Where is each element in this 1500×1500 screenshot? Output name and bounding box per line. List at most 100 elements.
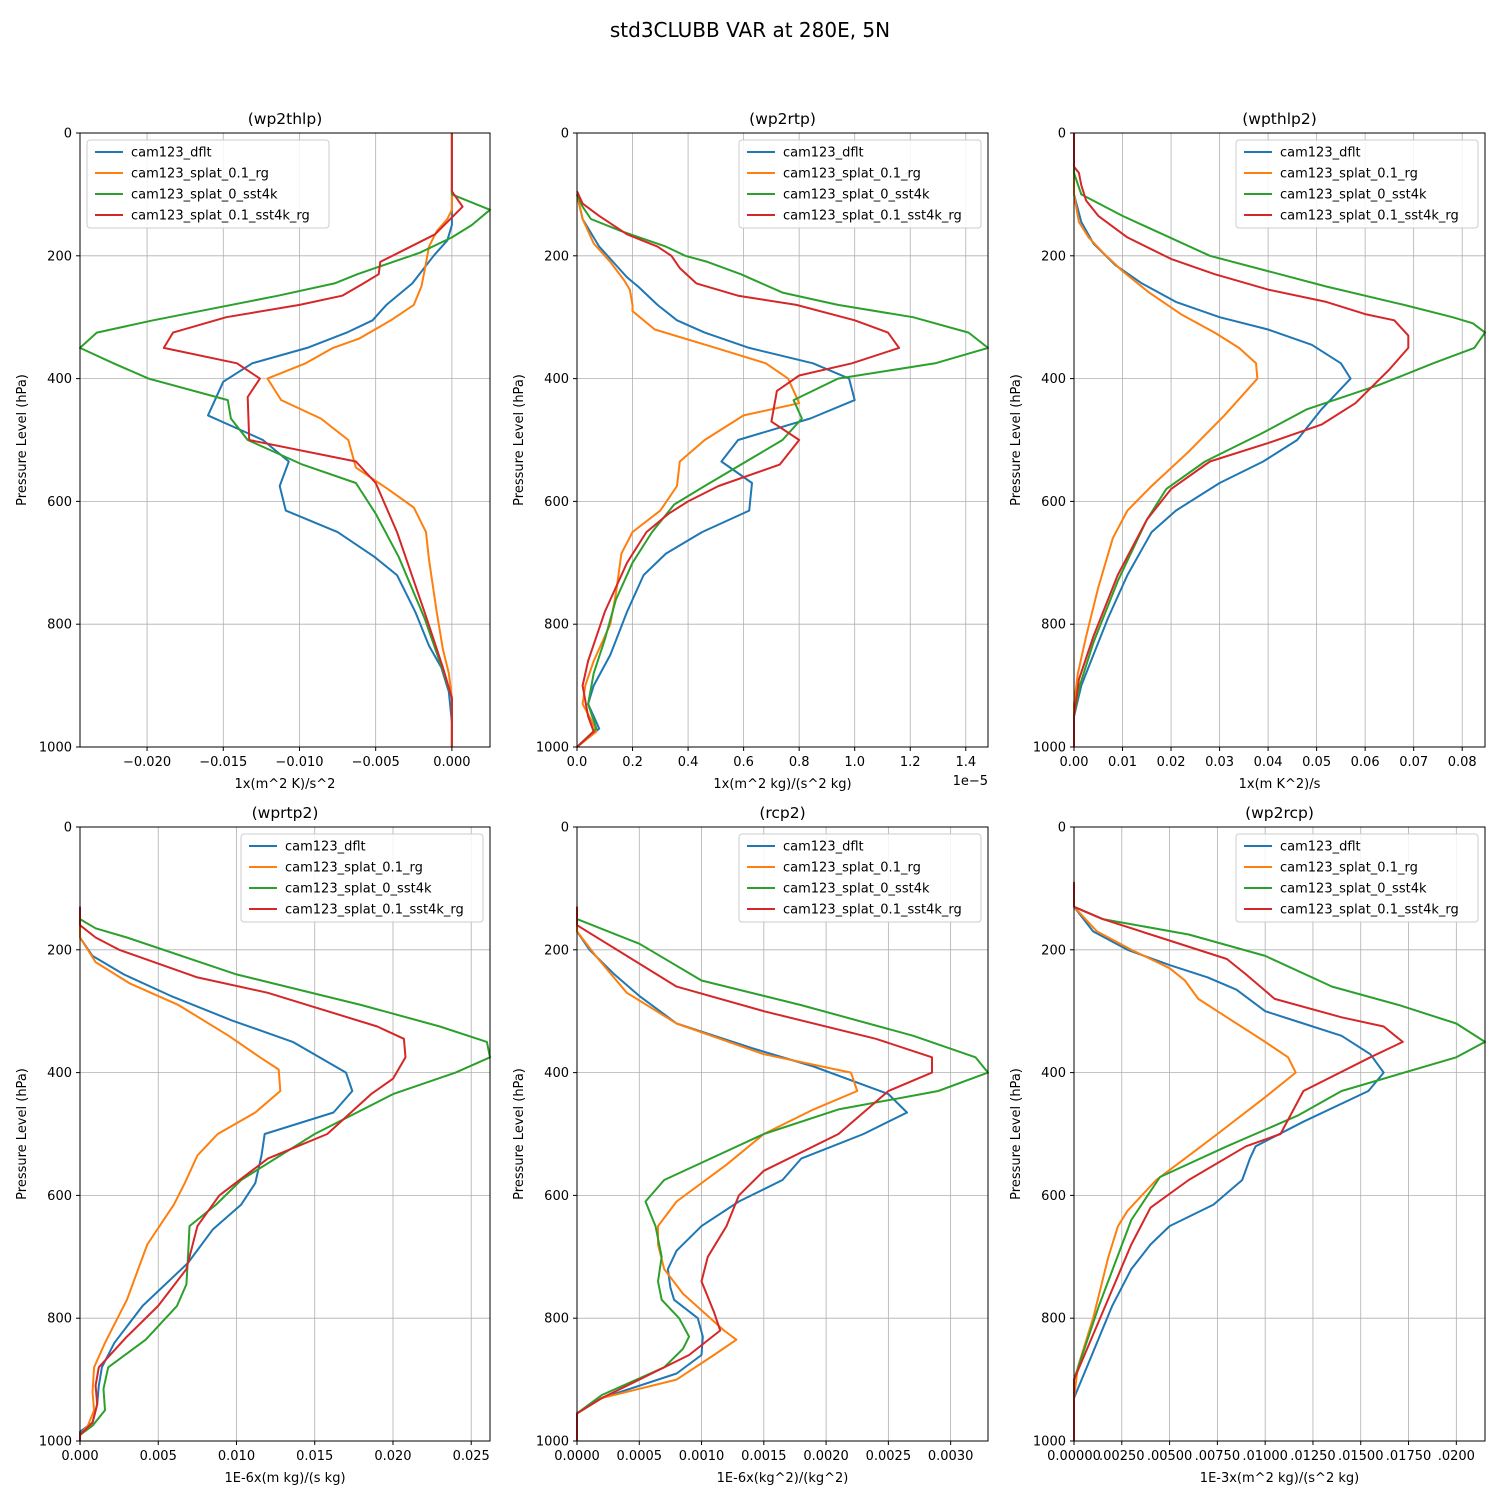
x-tick-label: 0.000 bbox=[61, 1449, 98, 1464]
y-tick-label: 200 bbox=[47, 943, 72, 958]
x-tick-label: 0.02 bbox=[1157, 755, 1186, 770]
x-tick-label: 0.0020 bbox=[803, 1449, 849, 1464]
plot-title: (wpthlp2) bbox=[1242, 110, 1317, 128]
y-axis-label: Pressure Level (hPa) bbox=[1009, 374, 1024, 506]
legend-box bbox=[738, 833, 982, 923]
series-line-cam123_splat_0-1_rg bbox=[266, 133, 453, 747]
y-tick-label: 1000 bbox=[1033, 741, 1066, 756]
y-tick-label: 800 bbox=[544, 618, 569, 633]
legend-label: cam123_splat_0_sst4k bbox=[285, 882, 432, 897]
y-tick-label: 1000 bbox=[1033, 1435, 1066, 1450]
y-tick-label: 400 bbox=[544, 372, 569, 387]
x-tick-label: 0.000 bbox=[433, 755, 470, 770]
legend-label: cam123_splat_0.1_sst4k_rg bbox=[783, 903, 962, 918]
y-tick-label: 400 bbox=[1041, 1066, 1066, 1081]
legend-label: cam123_dflt bbox=[783, 840, 864, 855]
x-tick-label: 0.04 bbox=[1254, 755, 1283, 770]
x-tick-label: −0.010 bbox=[275, 755, 323, 770]
x-tick-label: 0.01 bbox=[1108, 755, 1137, 770]
series-line-cam123_dflt bbox=[79, 906, 354, 1441]
y-tick-label: 200 bbox=[1041, 943, 1066, 958]
series-line-cam123_splat_0-1_sst4k_rg bbox=[1073, 133, 1410, 747]
plot-title: (wp2rcp) bbox=[1245, 804, 1314, 822]
y-tick-label: 200 bbox=[544, 249, 569, 264]
legend-label: cam123_dflt bbox=[285, 840, 366, 855]
series-line-cam123_splat_0-1_rg bbox=[1073, 882, 1297, 1441]
legend-box bbox=[1235, 833, 1479, 923]
legend-label: cam123_splat_0.1_rg bbox=[783, 167, 921, 182]
x-tick-label: 0.010 bbox=[218, 1449, 255, 1464]
x-tick-label: 0.00000 bbox=[1047, 1449, 1101, 1464]
series-line-cam123_dflt bbox=[576, 906, 908, 1441]
y-tick-label: 600 bbox=[544, 1189, 569, 1204]
y-tick-label: 800 bbox=[47, 618, 72, 633]
legend-label: cam123_splat_0.1_sst4k_rg bbox=[1280, 903, 1459, 918]
axes-frame bbox=[576, 826, 989, 1442]
x-offset-text: 1e−5 bbox=[953, 774, 988, 789]
series-line-cam123_splat_0_sst4k bbox=[576, 193, 989, 748]
x-tick-label: −0.015 bbox=[199, 755, 247, 770]
legend-label: cam123_splat_0.1_rg bbox=[285, 861, 423, 876]
page-title: std3CLUBB VAR at 280E, 5N bbox=[610, 18, 890, 42]
x-axis-label: 1x(m^2 K)/s^2 bbox=[235, 777, 336, 792]
x-tick-label: .01750 bbox=[1386, 1449, 1432, 1464]
plot-title: (wprtp2) bbox=[252, 804, 319, 822]
legend-label: cam123_splat_0.1_sst4k_rg bbox=[1280, 209, 1459, 224]
series-line-cam123_dflt bbox=[1073, 882, 1385, 1441]
x-tick-label: 0.0 bbox=[567, 755, 588, 770]
y-tick-label: 200 bbox=[544, 943, 569, 958]
y-tick-label: 600 bbox=[1041, 495, 1066, 510]
series-line-cam123_dflt bbox=[576, 194, 856, 748]
legend-label: cam123_splat_0_sst4k bbox=[783, 882, 930, 897]
x-axis-label: 1E-6x(kg^2)/(kg^2) bbox=[717, 1471, 849, 1486]
y-tick-label: 1000 bbox=[39, 741, 72, 756]
series-line-cam123_splat_0-1_sst4k_rg bbox=[1073, 882, 1404, 1441]
series-line-cam123_splat_0-1_rg bbox=[576, 906, 859, 1441]
x-tick-label: 0.8 bbox=[789, 755, 810, 770]
x-tick-label: 0.020 bbox=[374, 1449, 411, 1464]
legend-label: cam123_splat_0_sst4k bbox=[1280, 188, 1427, 203]
x-tick-label: 0.6 bbox=[733, 755, 754, 770]
legend-label: cam123_splat_0.1_sst4k_rg bbox=[783, 209, 962, 224]
x-axis-label: 1E-3x(m^2 kg)/(s^2 kg) bbox=[1200, 1471, 1359, 1486]
legend-label: cam123_splat_0_sst4k bbox=[783, 188, 930, 203]
x-tick-label: 0.03 bbox=[1205, 755, 1234, 770]
legend-label: cam123_splat_0.1_rg bbox=[1280, 861, 1418, 876]
y-tick-label: 0 bbox=[1058, 127, 1066, 142]
plot-title: (wp2thlp) bbox=[248, 110, 323, 128]
series-line-cam123_splat_0-1_rg bbox=[1073, 133, 1259, 747]
series-line-cam123_splat_0-1_sst4k_rg bbox=[576, 190, 901, 748]
x-tick-label: 0.05 bbox=[1302, 755, 1331, 770]
axes-frame bbox=[79, 826, 491, 1442]
x-tick-label: 0.015 bbox=[296, 1449, 333, 1464]
axes-frame bbox=[576, 132, 989, 748]
x-tick-label: 0.0005 bbox=[617, 1449, 663, 1464]
legend-label: cam123_splat_0.1_sst4k_rg bbox=[285, 903, 464, 918]
x-tick-label: 1.2 bbox=[900, 755, 921, 770]
x-tick-label: 0.2 bbox=[622, 755, 643, 770]
y-tick-label: 400 bbox=[47, 372, 72, 387]
plot-title: (rcp2) bbox=[759, 804, 805, 822]
y-tick-label: 0 bbox=[1058, 821, 1066, 836]
series-line-cam123_splat_0_sst4k bbox=[576, 906, 989, 1441]
plot-title: (wp2rtp) bbox=[749, 110, 816, 128]
x-tick-label: 1.4 bbox=[955, 755, 976, 770]
legend-box bbox=[738, 139, 982, 229]
x-tick-label: 0.08 bbox=[1448, 755, 1477, 770]
legend-label: cam123_splat_0_sst4k bbox=[1280, 882, 1427, 897]
y-tick-label: 0 bbox=[64, 821, 72, 836]
x-tick-label: .01250 bbox=[1290, 1449, 1336, 1464]
y-tick-label: 1000 bbox=[39, 1435, 72, 1450]
x-axis-label: 1x(m K^2)/s bbox=[1239, 777, 1321, 792]
legend-label: cam123_dflt bbox=[1280, 146, 1361, 161]
legend-box bbox=[240, 833, 484, 923]
series-line-cam123_splat_0-1_rg bbox=[576, 194, 801, 748]
series-line-cam123_splat_0-1_rg bbox=[79, 906, 282, 1441]
series-line-cam123_dflt bbox=[207, 133, 453, 747]
x-tick-label: 0.0025 bbox=[866, 1449, 912, 1464]
series-line-cam123_splat_0_sst4k bbox=[1073, 133, 1486, 747]
y-tick-label: 200 bbox=[1041, 249, 1066, 264]
series-line-cam123_splat_0-1_sst4k_rg bbox=[576, 906, 933, 1441]
x-tick-label: 0.0030 bbox=[928, 1449, 974, 1464]
